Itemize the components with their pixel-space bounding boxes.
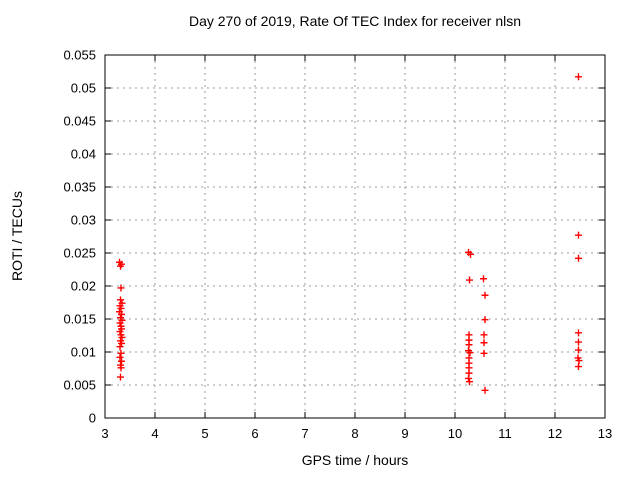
- data-point: [481, 386, 489, 394]
- data-point: [466, 276, 473, 284]
- data-point: [575, 254, 582, 262]
- data-point: [118, 333, 126, 341]
- data-point: [467, 250, 474, 258]
- data-point: [575, 329, 582, 337]
- data-point: [116, 319, 124, 327]
- data-point: [117, 304, 125, 312]
- data-point: [118, 339, 125, 347]
- data-point: [117, 373, 124, 381]
- y-tick-label: 0.03: [71, 213, 96, 228]
- data-point: [481, 291, 489, 299]
- data-point: [480, 275, 487, 283]
- data-point: [481, 316, 489, 324]
- data-point: [575, 73, 582, 81]
- y-tick-label: 0.01: [71, 345, 96, 360]
- x-tick-label: 11: [498, 426, 512, 441]
- data-point: [117, 296, 124, 304]
- data-point: [575, 231, 582, 239]
- data-point: [575, 338, 582, 346]
- data-point: [465, 341, 473, 349]
- chart-title: Day 270 of 2019, Rate Of TEC Index for r…: [188, 13, 522, 29]
- y-tick-label: 0.015: [63, 312, 96, 327]
- data-point: [465, 374, 472, 382]
- x-tick-label: 6: [251, 426, 258, 441]
- data-point: [117, 262, 124, 270]
- y-tick-label: 0.045: [63, 114, 96, 129]
- x-tick-label: 7: [301, 426, 308, 441]
- x-tick-label: 4: [151, 426, 158, 441]
- x-tick-label: 3: [101, 426, 108, 441]
- data-point: [480, 349, 488, 357]
- y-tick-label: 0.005: [63, 378, 96, 393]
- x-tick-label: 13: [598, 426, 612, 441]
- data-point: [575, 346, 582, 354]
- data-point: [480, 331, 488, 339]
- x-tick-label: 9: [401, 426, 408, 441]
- x-tick-label: 5: [201, 426, 208, 441]
- x-tick-label: 8: [351, 426, 358, 441]
- data-point: [118, 357, 125, 365]
- data-point: [116, 328, 124, 336]
- data-point: [480, 339, 488, 347]
- x-tick-label: 10: [448, 426, 462, 441]
- data-point: [466, 349, 474, 357]
- data-point: [575, 363, 582, 371]
- data-point: [118, 310, 125, 318]
- y-tick-label: 0.025: [63, 246, 96, 261]
- data-point: [117, 349, 125, 357]
- data-point: [117, 284, 125, 292]
- y-tick-label: 0.055: [63, 48, 96, 63]
- data-point: [116, 343, 124, 351]
- y-tick-label: 0.05: [71, 81, 96, 96]
- data-point: [116, 353, 124, 361]
- y-tick-label: 0.02: [71, 279, 96, 294]
- data-point: [575, 357, 583, 365]
- y-tick-label: 0.04: [71, 147, 96, 162]
- y-tick-label: 0: [89, 411, 96, 426]
- y-tick-label: 0.035: [63, 180, 96, 195]
- data-point: [466, 378, 473, 386]
- x-axis-label: GPS time / hours: [301, 452, 409, 468]
- data-point: [117, 364, 125, 372]
- x-tick-label: 12: [548, 426, 562, 441]
